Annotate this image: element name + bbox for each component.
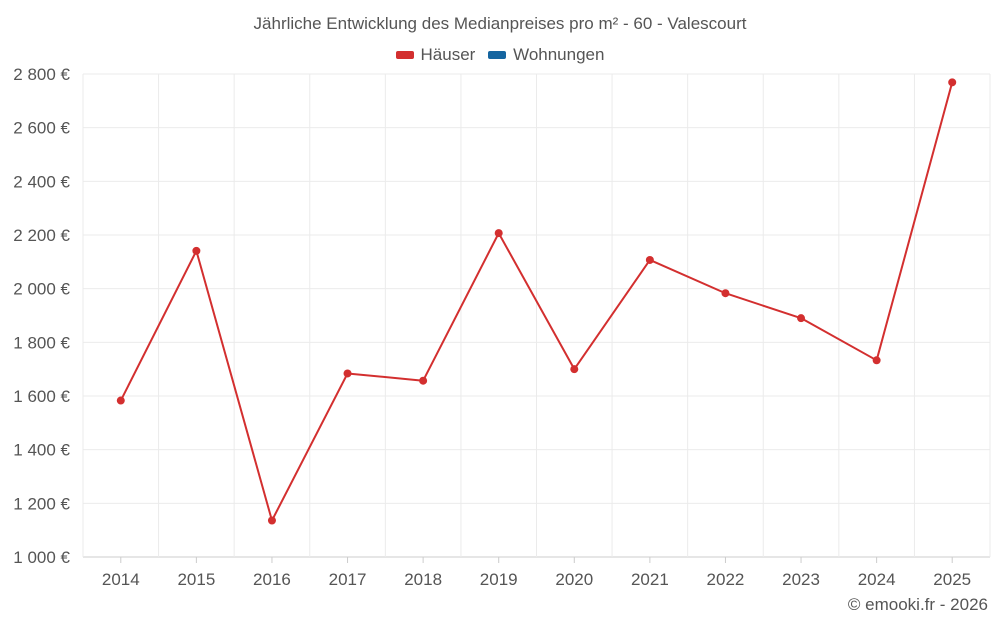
data-point xyxy=(645,255,654,264)
x-tick-label: 2015 xyxy=(177,570,215,589)
y-tick-label: 1 600 € xyxy=(13,387,70,406)
data-point xyxy=(872,356,881,365)
y-tick-label: 2 200 € xyxy=(13,226,70,245)
x-tick-label: 2020 xyxy=(555,570,593,589)
y-tick-label: 1 000 € xyxy=(13,548,70,567)
data-point xyxy=(797,314,806,323)
y-tick-label: 1 800 € xyxy=(13,333,70,352)
y-tick-label: 2 000 € xyxy=(13,280,70,299)
y-tick-label: 2 800 € xyxy=(13,65,70,84)
legend-item-wohnungen[interactable]: Wohnungen xyxy=(488,45,604,65)
legend-swatch-haeuser xyxy=(395,51,414,59)
data-point xyxy=(192,246,201,255)
x-tick-label: 2024 xyxy=(858,570,896,589)
y-tick-label: 1 200 € xyxy=(13,494,70,513)
data-point xyxy=(494,229,503,238)
data-point xyxy=(570,365,579,374)
legend-swatch-wohnungen xyxy=(488,51,507,59)
copyright-note: © emooki.fr - 2026 xyxy=(847,595,988,614)
x-tick-label: 2016 xyxy=(253,570,291,589)
y-tick-label: 2 600 € xyxy=(13,119,70,138)
data-point xyxy=(419,376,428,385)
y-tick-label: 2 400 € xyxy=(13,172,70,191)
data-point xyxy=(267,516,276,525)
data-point xyxy=(721,289,730,298)
x-tick-label: 2023 xyxy=(782,570,820,589)
x-tick-label: 2014 xyxy=(102,570,140,589)
legend-label-haeuser: Häuser xyxy=(420,45,476,64)
x-tick-label: 2022 xyxy=(707,570,745,589)
x-tick-label: 2019 xyxy=(480,570,518,589)
x-tick-label: 2018 xyxy=(404,570,442,589)
x-tick-label: 2025 xyxy=(933,570,971,589)
data-point xyxy=(343,369,352,378)
data-point xyxy=(116,396,125,405)
y-tick-label: 1 400 € xyxy=(13,441,70,460)
chart-title: Jährliche Entwicklung des Medianpreises … xyxy=(253,14,747,33)
series-line-0 xyxy=(119,82,954,522)
x-tick-label: 2017 xyxy=(329,570,367,589)
data-point xyxy=(948,78,957,87)
legend-label-wohnungen: Wohnungen xyxy=(513,45,605,64)
x-tick-label: 2021 xyxy=(631,570,669,589)
legend-item-haeuser[interactable]: Häuser xyxy=(395,45,476,65)
legend: Häuser Wohnungen xyxy=(0,44,1000,65)
